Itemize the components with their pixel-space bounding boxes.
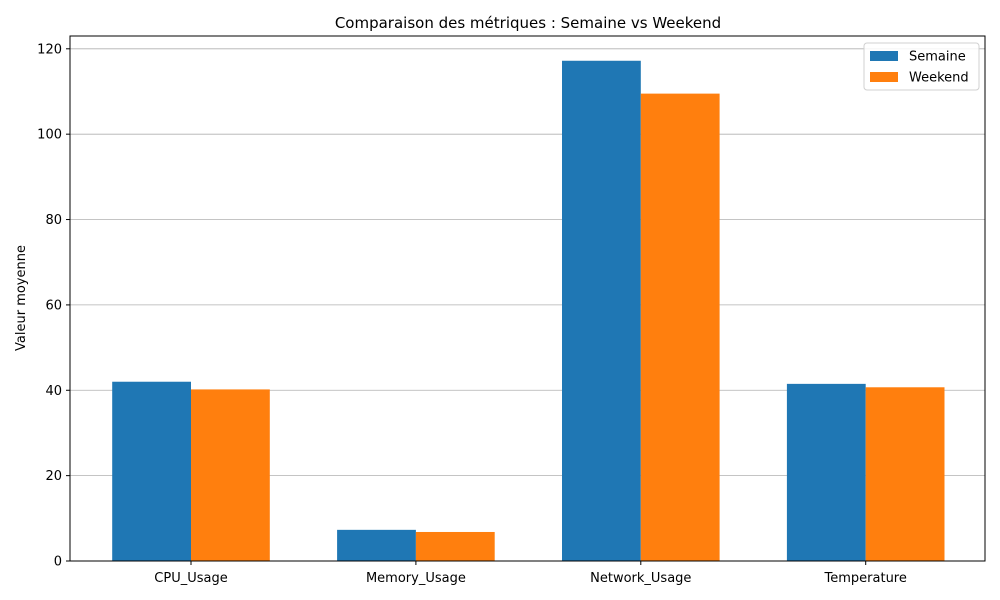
bars <box>112 60 945 561</box>
legend-label-weekend: Weekend <box>909 71 969 86</box>
bar-semaine-network_usage <box>562 60 641 561</box>
x-tick-label: Network_Usage <box>590 571 691 586</box>
x-tick-label: Memory_Usage <box>366 571 466 586</box>
x-axis: CPU_Usage Memory_Usage Network_Usage Temper… <box>154 561 907 586</box>
bar-semaine-memory_usage <box>337 529 416 561</box>
x-tick-label: CPU_Usage <box>154 571 227 586</box>
chart-title: Comparaison des métriques : Semaine vs W… <box>335 14 721 32</box>
y-tick-label: 100 <box>37 128 62 143</box>
y-axis-label: Valeur moyenne <box>14 245 29 351</box>
bar-weekend-memory_usage <box>415 531 495 561</box>
x-tick-label: Temperature <box>824 571 907 586</box>
y-tick-label: 60 <box>45 298 62 313</box>
y-tick-label: 120 <box>37 42 62 57</box>
bar-weekend-cpu_usage <box>191 389 270 561</box>
axes-frame <box>69 35 986 562</box>
bar-semaine-temperature <box>786 383 866 561</box>
legend-label-semaine: Semaine <box>909 50 966 65</box>
bar-semaine-cpu_usage <box>112 381 191 561</box>
y-tick-label: 20 <box>45 469 62 484</box>
y-tick-label: 40 <box>45 384 62 399</box>
legend: Semaine Weekend <box>863 42 980 91</box>
y-tick-label: 80 <box>45 213 62 228</box>
bar-weekend-network_usage <box>640 93 720 561</box>
legend-swatch-weekend <box>870 72 898 82</box>
y-axis: 0 20 40 60 80 100 120 <box>37 42 70 570</box>
bar-weekend-temperature <box>865 387 945 561</box>
legend-swatch-semaine <box>870 51 898 61</box>
y-tick-label: 0 <box>54 555 62 570</box>
